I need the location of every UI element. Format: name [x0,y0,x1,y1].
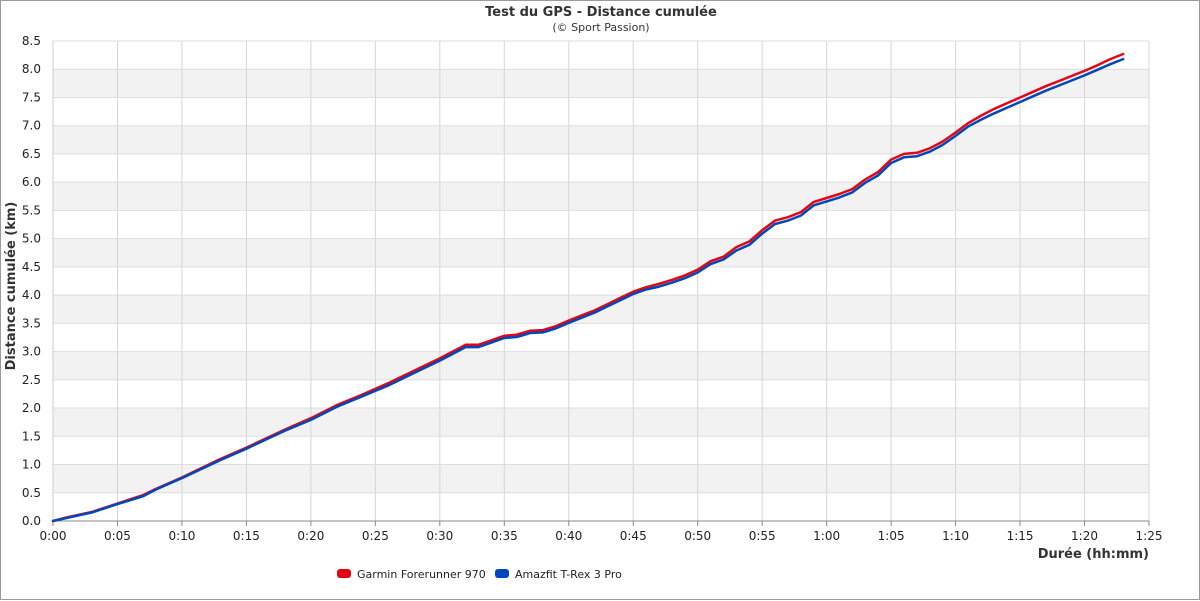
y-tick-label: 4.0 [22,288,41,302]
y-tick-label: 8.5 [22,34,41,48]
x-tick-label: 1:20 [1071,529,1098,543]
vertical-gridlines [52,41,1150,521]
y-tick-label: 7.5 [22,90,41,104]
grid-band [53,69,1149,98]
x-tick-label: 0:00 [40,529,67,543]
grid-band [53,351,1149,380]
x-tick-label: 0:40 [555,529,582,543]
y-tick-label: 0.0 [22,514,41,528]
axes [52,41,1150,526]
x-tick-label: 1:25 [1136,529,1163,543]
chart-subtitle: (© Sport Passion) [552,21,649,34]
grid-band [53,238,1149,267]
y-tick-label: 2.0 [22,401,41,415]
y-tick-label: 0.5 [22,486,41,500]
y-tick-label: 8.0 [22,62,41,76]
legend-label-amazfit: Amazfit T-Rex 3 Pro [515,568,622,581]
y-tick-label: 6.5 [22,147,41,161]
x-tick-label: 0:35 [491,529,518,543]
legend-swatch-garmin [337,569,351,578]
x-tick-labels: 0:00 0:05 0:10 0:15 0:20 0:25 0:30 0:35 0:40 0:45… [40,529,1163,543]
y-tick-label: 6.0 [22,175,41,189]
x-tick-label: 1:10 [942,529,969,543]
x-tick-label: 0:55 [749,529,776,543]
legend-item-garmin[interactable]: Garmin Forerunner 970 [337,568,486,581]
y-axis-title: Distance cumulée (km) [4,202,19,371]
legend-item-amazfit[interactable]: Amazfit T-Rex 3 Pro [495,568,622,581]
y-tick-label: 4.5 [22,260,41,274]
series-lines [51,52,1125,523]
grid-band [53,125,1149,154]
y-tick-label: 3.5 [22,316,41,330]
series-line-garmin [51,52,1125,523]
grid-band [53,408,1149,437]
x-tick-label: 0:45 [620,529,647,543]
legend-swatch-amazfit [495,569,509,578]
x-tick-label: 0:30 [426,529,453,543]
y-tick-label: 7.0 [22,119,41,133]
y-tick-label: 1.5 [22,429,41,443]
x-tick-label: 0:10 [168,529,195,543]
y-tick-label: 1.0 [22,458,41,472]
x-tick-label: 0:50 [684,529,711,543]
y-tick-labels: 0.0 0.5 1.0 1.5 2.0 2.5 3.0 3.5 4.0 4.5 5.0 5.5 6.0 6… [22,34,41,528]
x-tick-label: 0:20 [297,529,324,543]
legend-label-garmin: Garmin Forerunner 970 [357,568,486,581]
y-tick-label: 5.5 [22,203,41,217]
chart-title: Test du GPS - Distance cumulée [485,5,717,20]
x-tick-label: 0:05 [104,529,131,543]
series-line-amazfit [51,57,1125,523]
x-tick-label: 1:05 [878,529,905,543]
grid-band [53,182,1149,211]
x-axis-title: Durée (hh:mm) [1038,547,1149,562]
legend: Garmin Forerunner 970 Amazfit T-Rex 3 Pr… [337,568,622,581]
y-tick-label: 5.0 [22,232,41,246]
x-tick-label: 0:15 [233,529,260,543]
grid-band [53,464,1149,493]
y-tick-label: 3.0 [22,345,41,359]
x-tick-label: 1:15 [1007,529,1034,543]
x-tick-label: 1:00 [813,529,840,543]
x-tick-label: 0:25 [362,529,389,543]
y-tick-label: 2.5 [22,373,41,387]
alternating-bands [53,69,1149,493]
